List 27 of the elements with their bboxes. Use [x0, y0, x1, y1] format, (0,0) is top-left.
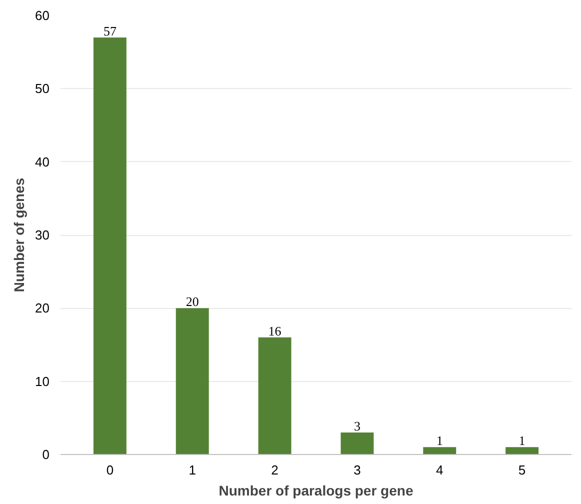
x-tick-label: 1	[188, 462, 196, 478]
x-tick-label: 0	[106, 462, 114, 478]
x-tick-label: 2	[271, 462, 278, 478]
data-label: 1	[518, 433, 526, 448]
bar	[423, 447, 456, 454]
bar	[176, 308, 209, 454]
x-axis-title: Number of paralogs per gene	[218, 482, 414, 498]
bar	[340, 432, 374, 454]
data-label: 57	[103, 23, 117, 38]
data-label: 3	[354, 418, 360, 434]
y-tick-label: 50	[35, 81, 50, 96]
y-tick-label: 0	[42, 447, 50, 462]
x-tick-label: 4	[436, 462, 444, 478]
bar	[506, 447, 539, 454]
x-tick-label: 5	[518, 462, 526, 478]
y-tick-label: 30	[35, 228, 50, 242]
y-tick-label: 10	[35, 374, 50, 389]
bar	[93, 37, 126, 454]
x-tick-label: 3	[354, 462, 361, 478]
data-label: 1	[436, 433, 443, 448]
y-axis-title: Number of genes	[11, 178, 28, 292]
bar	[258, 337, 292, 454]
y-tick-label: 20	[35, 300, 50, 316]
data-label: 20	[186, 294, 199, 310]
data-label: 16	[268, 323, 282, 338]
y-tick-label: 40	[35, 154, 50, 170]
y-tick-label: 60	[35, 8, 50, 23]
